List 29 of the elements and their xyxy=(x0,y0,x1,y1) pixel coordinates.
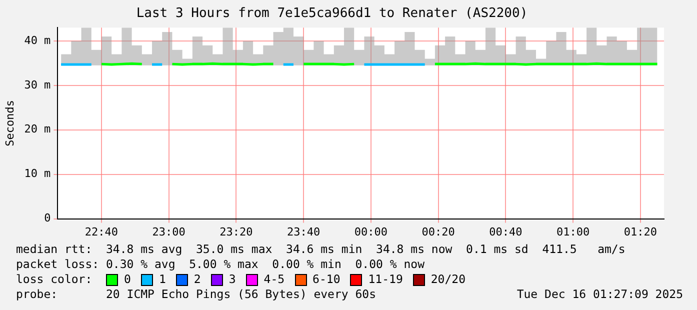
legend-label: 1 xyxy=(158,272,166,287)
x-tick-label: 00:00 xyxy=(354,225,388,238)
text: packet loss: 0.30 % avg 5.00 % max 0.00 % min 0.00 % now xyxy=(16,257,426,272)
x-tick-label: 22:40 xyxy=(84,225,118,238)
y-tick-label: 10 m xyxy=(24,167,52,180)
x-tick-label: 00:20 xyxy=(422,225,455,238)
legend-label: 20/20 xyxy=(430,272,466,287)
y-tick-label: 20 m xyxy=(24,122,52,136)
text: probe: 20 ICMP Echo Pings (56 Bytes) every 60s xyxy=(16,287,376,302)
text: median rtt: 34.8 ms avg 35.0 ms max 34.6 ms min 34.8 ms now 0.1 ms sd 411.5 am/s xyxy=(16,242,626,257)
y-tick-label: 40 m xyxy=(24,34,52,47)
text: Tue Dec 16 01:27:09 2025 xyxy=(516,287,683,302)
x-tick-label: 00:40 xyxy=(489,225,522,238)
x-tick-label: 23:00 xyxy=(152,225,186,238)
legend-label: 6-10 xyxy=(312,272,340,287)
legend-label: 3 xyxy=(228,272,236,287)
legend-label: 0 xyxy=(124,272,131,287)
x-tick-label: 23:20 xyxy=(220,225,253,238)
y-tick-label: 30 m xyxy=(24,78,52,92)
legend-label: 11-19 xyxy=(368,272,403,287)
x-tick-label: 01:20 xyxy=(624,225,657,238)
y-axis-title: Seconds xyxy=(3,100,16,146)
x-tick-label: 23:40 xyxy=(287,225,320,238)
legend-label: 4-5 xyxy=(264,272,285,287)
legend-label: 2 xyxy=(194,272,201,287)
chart-title: Last 3 Hours from 7e1e5ca966d1 to Renater (AS2200) xyxy=(136,6,528,22)
x-tick-label: 01:00 xyxy=(556,225,590,238)
y-tick-label: 0 xyxy=(44,212,51,225)
legend-title: loss color: xyxy=(16,272,94,287)
